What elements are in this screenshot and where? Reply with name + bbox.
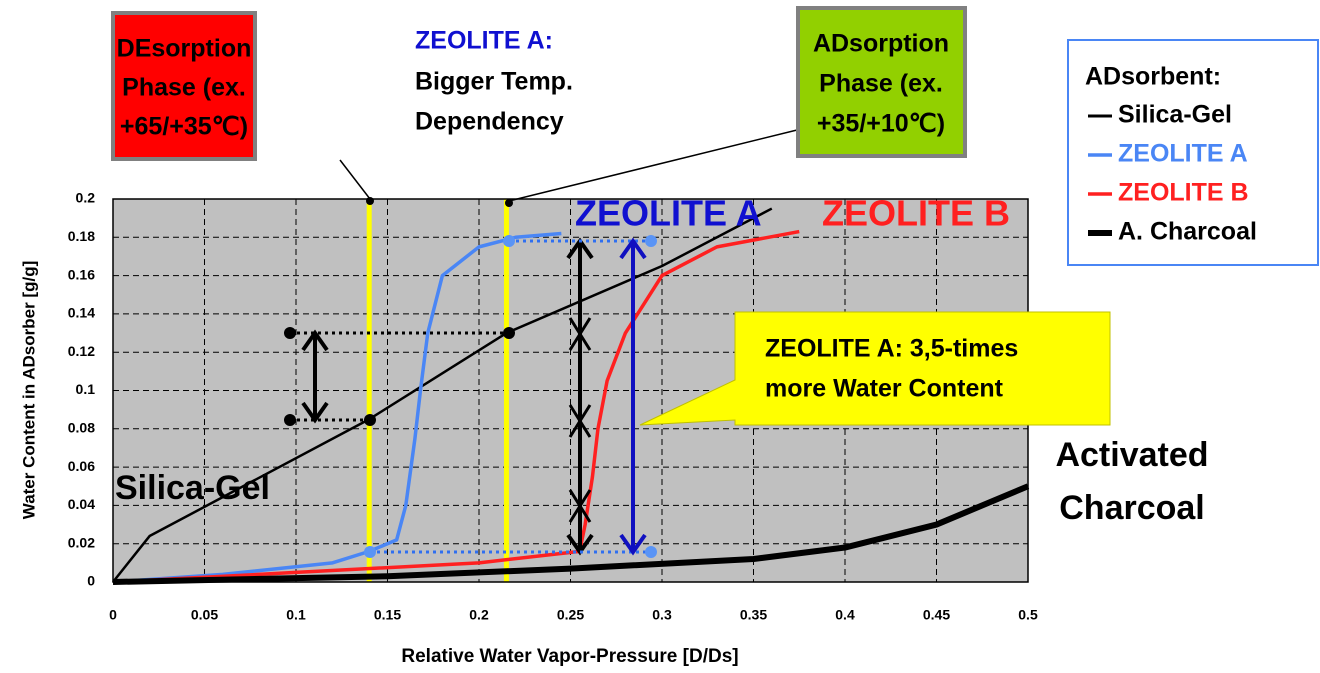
y-tick-label: 0.06 (68, 458, 95, 474)
callout-text: ZEOLITE A: 3,5-times (765, 335, 1018, 363)
legend-box (1067, 39, 1319, 266)
charcoal-label: Activated (1055, 436, 1208, 474)
box-text: DEsorption (117, 35, 252, 63)
y-tick-label: 0.1 (76, 381, 96, 397)
y-tick-label: 0.02 (68, 534, 95, 550)
series-line (112, 483, 1030, 585)
y-tick-label: 0.18 (68, 228, 95, 244)
x-tick-label: 0.5 (1018, 607, 1038, 623)
charcoal-label: Charcoal (1059, 489, 1205, 527)
note-title: ZEOLITE A: (415, 27, 553, 55)
box-text: Phase (ex. (819, 70, 943, 98)
x-tick-label: 0.4 (835, 607, 855, 623)
note-text: Bigger Temp. (415, 68, 573, 96)
note-text: Dependency (415, 108, 564, 136)
legend-label: ZEOLITE A (1118, 140, 1248, 168)
callout-box (639, 311, 1111, 426)
x-tick-label: 0.25 (557, 607, 584, 623)
series-line (112, 229, 800, 584)
blue-markers (364, 235, 657, 558)
y-axis-label: Water Content in ADsorber [g/g] (19, 261, 38, 519)
y-tick-label: 0.14 (68, 305, 95, 321)
box-text: Phase (ex. (122, 74, 246, 102)
series-line (112, 207, 773, 583)
x-tick-label: 0.05 (191, 607, 218, 623)
y-tick-label: 0.2 (76, 190, 96, 206)
x-axis-label: Relative Water Vapor-Pressure [D/Ds] (401, 646, 738, 667)
legend-label: A. Charcoal (1118, 218, 1257, 246)
callout-text: more Water Content (765, 375, 1004, 403)
box-text: +65/+35℃) (120, 113, 248, 141)
silica-label: Silica-Gel (115, 469, 270, 507)
legend-label: Silica-Gel (1118, 101, 1232, 129)
y-tick-label: 0.16 (68, 266, 95, 282)
series-label: ZEOLITE B (822, 193, 1010, 234)
box-text: ADsorption (813, 30, 949, 58)
adsorption-box (796, 6, 967, 158)
y-tick-label: 0.12 (68, 343, 95, 359)
x-tick-label: 0.2 (469, 607, 489, 623)
legend-title: ADsorbent: (1085, 63, 1221, 91)
series-line (112, 231, 562, 584)
y-tick-label: 0 (87, 573, 95, 589)
legend-label: ZEOLITE B (1118, 179, 1249, 207)
series-label: ZEOLITE A (575, 193, 762, 234)
x-tick-label: 0 (109, 607, 117, 623)
x-tick-label: 0.3 (652, 607, 672, 623)
desorption-box (111, 11, 257, 161)
annotation-lines (290, 129, 798, 556)
y-tick-label: 0.08 (68, 420, 95, 436)
box-text: +35/+10℃) (817, 110, 945, 138)
x-tick-label: 0.15 (374, 607, 401, 623)
x-tick-label: 0.35 (740, 607, 767, 623)
x-tick-label: 0.1 (286, 607, 306, 623)
y-tick-label: 0.04 (68, 496, 95, 512)
x-tick-label: 0.45 (923, 607, 950, 623)
